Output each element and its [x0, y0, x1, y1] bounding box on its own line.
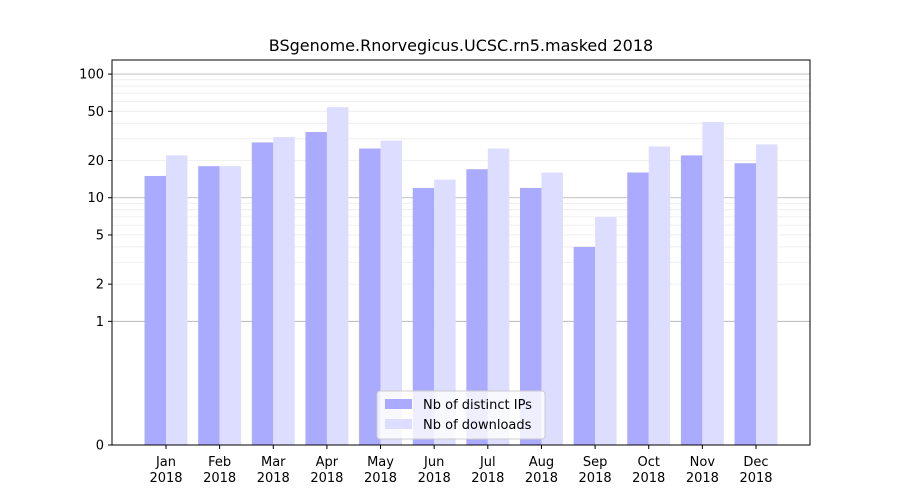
bar-downloads	[219, 166, 242, 445]
bar-distinct-ips	[573, 246, 596, 445]
chart-title: BSgenome.Rnorvegicus.UCSC.rn5.masked 201…	[269, 36, 653, 55]
x-tick-label: May 2018	[364, 455, 397, 486]
bar-distinct-ips	[198, 166, 220, 445]
legend: Nb of distinct IPs Nb of downloads	[376, 390, 546, 440]
y-tick-label: 1	[96, 315, 104, 330]
legend-box	[376, 390, 546, 440]
bar-downloads	[756, 144, 778, 445]
legend-label: Nb of downloads	[423, 418, 532, 433]
x-tick-label: Aug 2018	[525, 455, 558, 486]
bar-downloads	[380, 140, 402, 445]
bar-distinct-ips	[305, 132, 327, 446]
bar-downloads	[648, 146, 671, 445]
bar-distinct-ips	[734, 163, 756, 445]
x-tick-label: Dec 2018	[739, 455, 772, 486]
plot-frame	[111, 59, 811, 446]
bar-downloads	[434, 179, 456, 446]
bar-downloads	[326, 107, 349, 445]
x-tick-label: Feb 2018	[203, 455, 236, 486]
x-tick-label: Jun 2018	[418, 455, 451, 486]
y-tick-label: 10	[87, 191, 104, 206]
bar-downloads	[166, 155, 188, 445]
bar-distinct-ips	[359, 148, 381, 445]
bar-distinct-ips	[680, 155, 703, 445]
y-tick-label: 100	[79, 68, 104, 83]
x-tick-label: Sep 2018	[579, 455, 612, 486]
x-tick-label: Apr 2018	[310, 455, 343, 486]
bar-distinct-ips	[251, 142, 274, 445]
legend-swatch	[385, 419, 412, 429]
y-axis: 0 1 2 5 10 20 50 100	[79, 68, 112, 454]
bar-downloads	[595, 216, 617, 445]
bar-distinct-ips	[466, 169, 488, 445]
y-tick-label: 50	[87, 105, 104, 120]
bar-downloads	[702, 121, 724, 445]
x-tick-label: Mar 2018	[257, 455, 290, 486]
bar-downloads	[273, 136, 295, 445]
bar-distinct-ips	[412, 187, 435, 445]
y-tick-label: 5	[96, 228, 104, 243]
x-tick-label: Nov 2018	[686, 455, 719, 486]
bar-downloads	[541, 172, 563, 446]
x-tick-label: Jan 2018	[149, 455, 182, 486]
y-tick-label: 2	[96, 278, 104, 293]
bars	[144, 107, 778, 446]
legend-swatch	[385, 399, 412, 409]
x-axis: Jan 2018 Feb 2018 Mar 2018 Apr 2018 May 2018 Jun 20…	[149, 445, 773, 486]
y-tick-label: 0	[96, 439, 104, 454]
bar-distinct-ips	[144, 175, 166, 445]
x-tick-label: Jul 2018	[471, 455, 504, 486]
y-tick-label: 20	[87, 154, 104, 169]
bar-downloads	[487, 148, 510, 445]
x-tick-label: Oct 2018	[632, 455, 665, 486]
bar-distinct-ips	[627, 172, 649, 446]
bar-distinct-ips	[520, 187, 542, 445]
legend-label: Nb of distinct IPs	[423, 398, 532, 413]
